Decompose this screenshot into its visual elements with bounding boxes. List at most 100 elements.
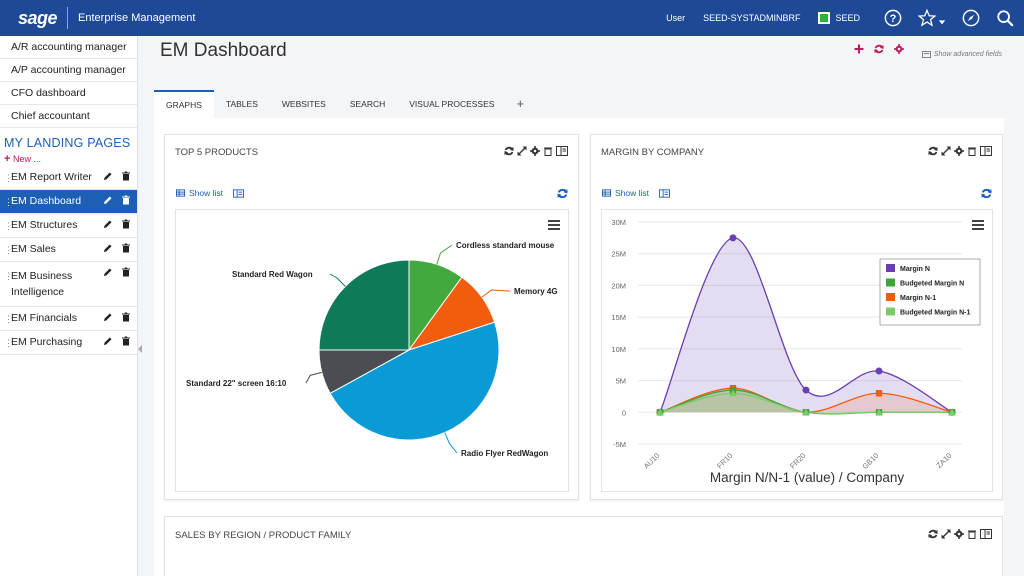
delete-trash-icon[interactable] — [121, 336, 131, 346]
data-point[interactable] — [875, 390, 883, 397]
expand-icon[interactable] — [941, 146, 951, 156]
data-point[interactable] — [656, 408, 664, 416]
data-point[interactable] — [875, 367, 883, 375]
drag-handle-icon[interactable]: ⋮ — [4, 245, 13, 255]
delete-trash-icon[interactable] — [121, 312, 131, 322]
edit-pencil-icon[interactable] — [103, 312, 113, 322]
edit-pencil-icon[interactable] — [103, 195, 113, 205]
new-landing-page-label: New ... — [12, 154, 41, 164]
legend-entry[interactable]: Budgeted Margin N — [900, 281, 964, 288]
sidebar-item-cfo-dashboard[interactable]: CFO dashboard — [0, 82, 137, 105]
legend-entry[interactable]: Margin N — [900, 266, 930, 273]
new-landing-page-link[interactable]: + New ... — [4, 152, 137, 166]
user-id[interactable]: SEED-SYSTADMINBRF — [703, 13, 801, 23]
list-detail-icon[interactable] — [233, 188, 245, 198]
y-tick-label: 20M — [611, 281, 626, 290]
legend-entry[interactable]: Margin N-1 — [900, 295, 936, 302]
series-area — [660, 393, 952, 414]
tab-graphs[interactable]: GRAPHS — [154, 90, 214, 118]
settings-gear-icon[interactable] — [954, 146, 964, 156]
drag-handle-icon[interactable]: ⋮ — [4, 221, 13, 231]
landing-page-em-business-intelligence[interactable]: ⋮ EM Business Intelligence — [0, 262, 137, 307]
delete-trash-icon[interactable] — [121, 243, 131, 253]
sidebar-item-ap-accounting-manager[interactable]: A/P accounting manager — [0, 59, 137, 82]
delete-trash-icon[interactable] — [121, 267, 131, 277]
tab-search[interactable]: SEARCH — [349, 99, 386, 109]
drag-handle-icon[interactable]: ⋮ — [4, 338, 13, 348]
search-icon[interactable] — [996, 9, 1014, 27]
svg-text:?: ? — [890, 13, 897, 25]
refresh-chart-icon[interactable] — [557, 188, 568, 199]
expand-icon[interactable] — [517, 146, 527, 156]
landing-page-em-structures[interactable]: ⋮ EM Structures — [0, 214, 137, 238]
legend-entry[interactable]: Budgeted Margin N-1 — [900, 310, 970, 317]
compass-icon[interactable] — [962, 9, 980, 27]
sidebar-item-chief-accountant[interactable]: Chief accountant — [0, 105, 137, 128]
landing-page-em-sales[interactable]: ⋮ EM Sales — [0, 238, 137, 262]
delete-trash-icon[interactable] — [543, 146, 553, 156]
sidebar-item-ar-accounting-manager[interactable]: A/R accounting manager — [0, 36, 137, 59]
expand-icon[interactable] — [941, 529, 951, 539]
edit-pencil-icon[interactable] — [103, 336, 113, 346]
drag-handle-icon[interactable]: ⋮ — [4, 173, 13, 183]
landing-page-em-dashboard[interactable]: ⋮ EM Dashboard — [0, 190, 137, 214]
collapse-sidebar-icon[interactable] — [137, 344, 143, 354]
data-point[interactable] — [802, 386, 810, 394]
data-point[interactable] — [802, 408, 810, 416]
drag-handle-icon[interactable]: ⋮ — [4, 271, 13, 281]
drag-handle-icon[interactable]: ⋮ — [4, 314, 13, 324]
folder-selector[interactable]: SEED — [818, 12, 860, 24]
chart-menu-icon[interactable] — [972, 220, 984, 230]
edit-pencil-icon[interactable] — [103, 267, 113, 277]
add-tab-button[interactable]: + — [516, 96, 525, 111]
refresh-chart-icon[interactable] — [981, 188, 992, 199]
refresh-icon[interactable] — [874, 44, 884, 54]
settings-gear-icon[interactable] — [894, 44, 904, 54]
landing-page-em-financials[interactable]: ⋮ EM Financials — [0, 307, 137, 331]
favorite-dropdown-icon[interactable] — [938, 18, 946, 26]
favorite-star-icon[interactable] — [918, 9, 936, 27]
sage-logo[interactable]: sage — [18, 7, 58, 28]
data-point[interactable] — [875, 408, 883, 416]
chart-menu-icon[interactable] — [548, 220, 560, 230]
show-advanced-fields-link[interactable]: Show advanced fields — [922, 51, 1002, 58]
data-point[interactable] — [729, 234, 737, 242]
landing-page-em-purchasing[interactable]: ⋮ EM Purchasing — [0, 331, 137, 355]
edit-pencil-icon[interactable] — [103, 171, 113, 181]
delete-trash-icon[interactable] — [121, 219, 131, 229]
show-list-link[interactable]: Show list — [602, 188, 671, 198]
card-options-icon[interactable] — [980, 146, 992, 156]
card-title: TOP 5 PRODUCTS — [175, 147, 259, 158]
card-options-icon[interactable] — [980, 529, 992, 539]
card-title: SALES BY REGION / PRODUCT FAMILY — [175, 530, 352, 541]
refresh-icon[interactable] — [928, 529, 938, 539]
landing-page-em-report-writer[interactable]: ⋮ EM Report Writer — [0, 166, 137, 190]
series-line[interactable] — [659, 237, 953, 413]
refresh-icon[interactable] — [504, 146, 514, 156]
data-point[interactable] — [948, 408, 956, 416]
drag-handle-icon[interactable]: ⋮ — [4, 197, 13, 207]
add-icon[interactable] — [854, 44, 864, 54]
main-area: EM Dashboard Show advanced fields GRAPHS… — [140, 36, 1024, 576]
delete-trash-icon[interactable] — [121, 195, 131, 205]
y-tick-label: 30M — [611, 218, 626, 227]
refresh-icon[interactable] — [928, 146, 938, 156]
tab-visual-processes[interactable]: VISUAL PROCESSES — [409, 99, 495, 109]
show-list-link[interactable]: Show list — [176, 188, 245, 198]
data-point[interactable] — [729, 389, 737, 397]
legend-swatch — [886, 307, 895, 316]
tab-tables[interactable]: TABLES — [225, 99, 258, 109]
list-detail-icon[interactable] — [659, 188, 671, 198]
edit-pencil-icon[interactable] — [103, 243, 113, 253]
settings-gear-icon[interactable] — [954, 529, 964, 539]
edit-pencil-icon[interactable] — [103, 219, 113, 229]
landing-page-label: EM Report Writer — [11, 171, 92, 183]
pie-slice[interactable] — [318, 259, 410, 351]
delete-trash-icon[interactable] — [967, 146, 977, 156]
help-icon[interactable]: ? — [884, 9, 902, 27]
delete-trash-icon[interactable] — [967, 529, 977, 539]
delete-trash-icon[interactable] — [121, 171, 131, 181]
settings-gear-icon[interactable] — [530, 146, 540, 156]
card-options-icon[interactable] — [556, 146, 568, 156]
tab-websites[interactable]: WEBSITES — [281, 99, 326, 109]
